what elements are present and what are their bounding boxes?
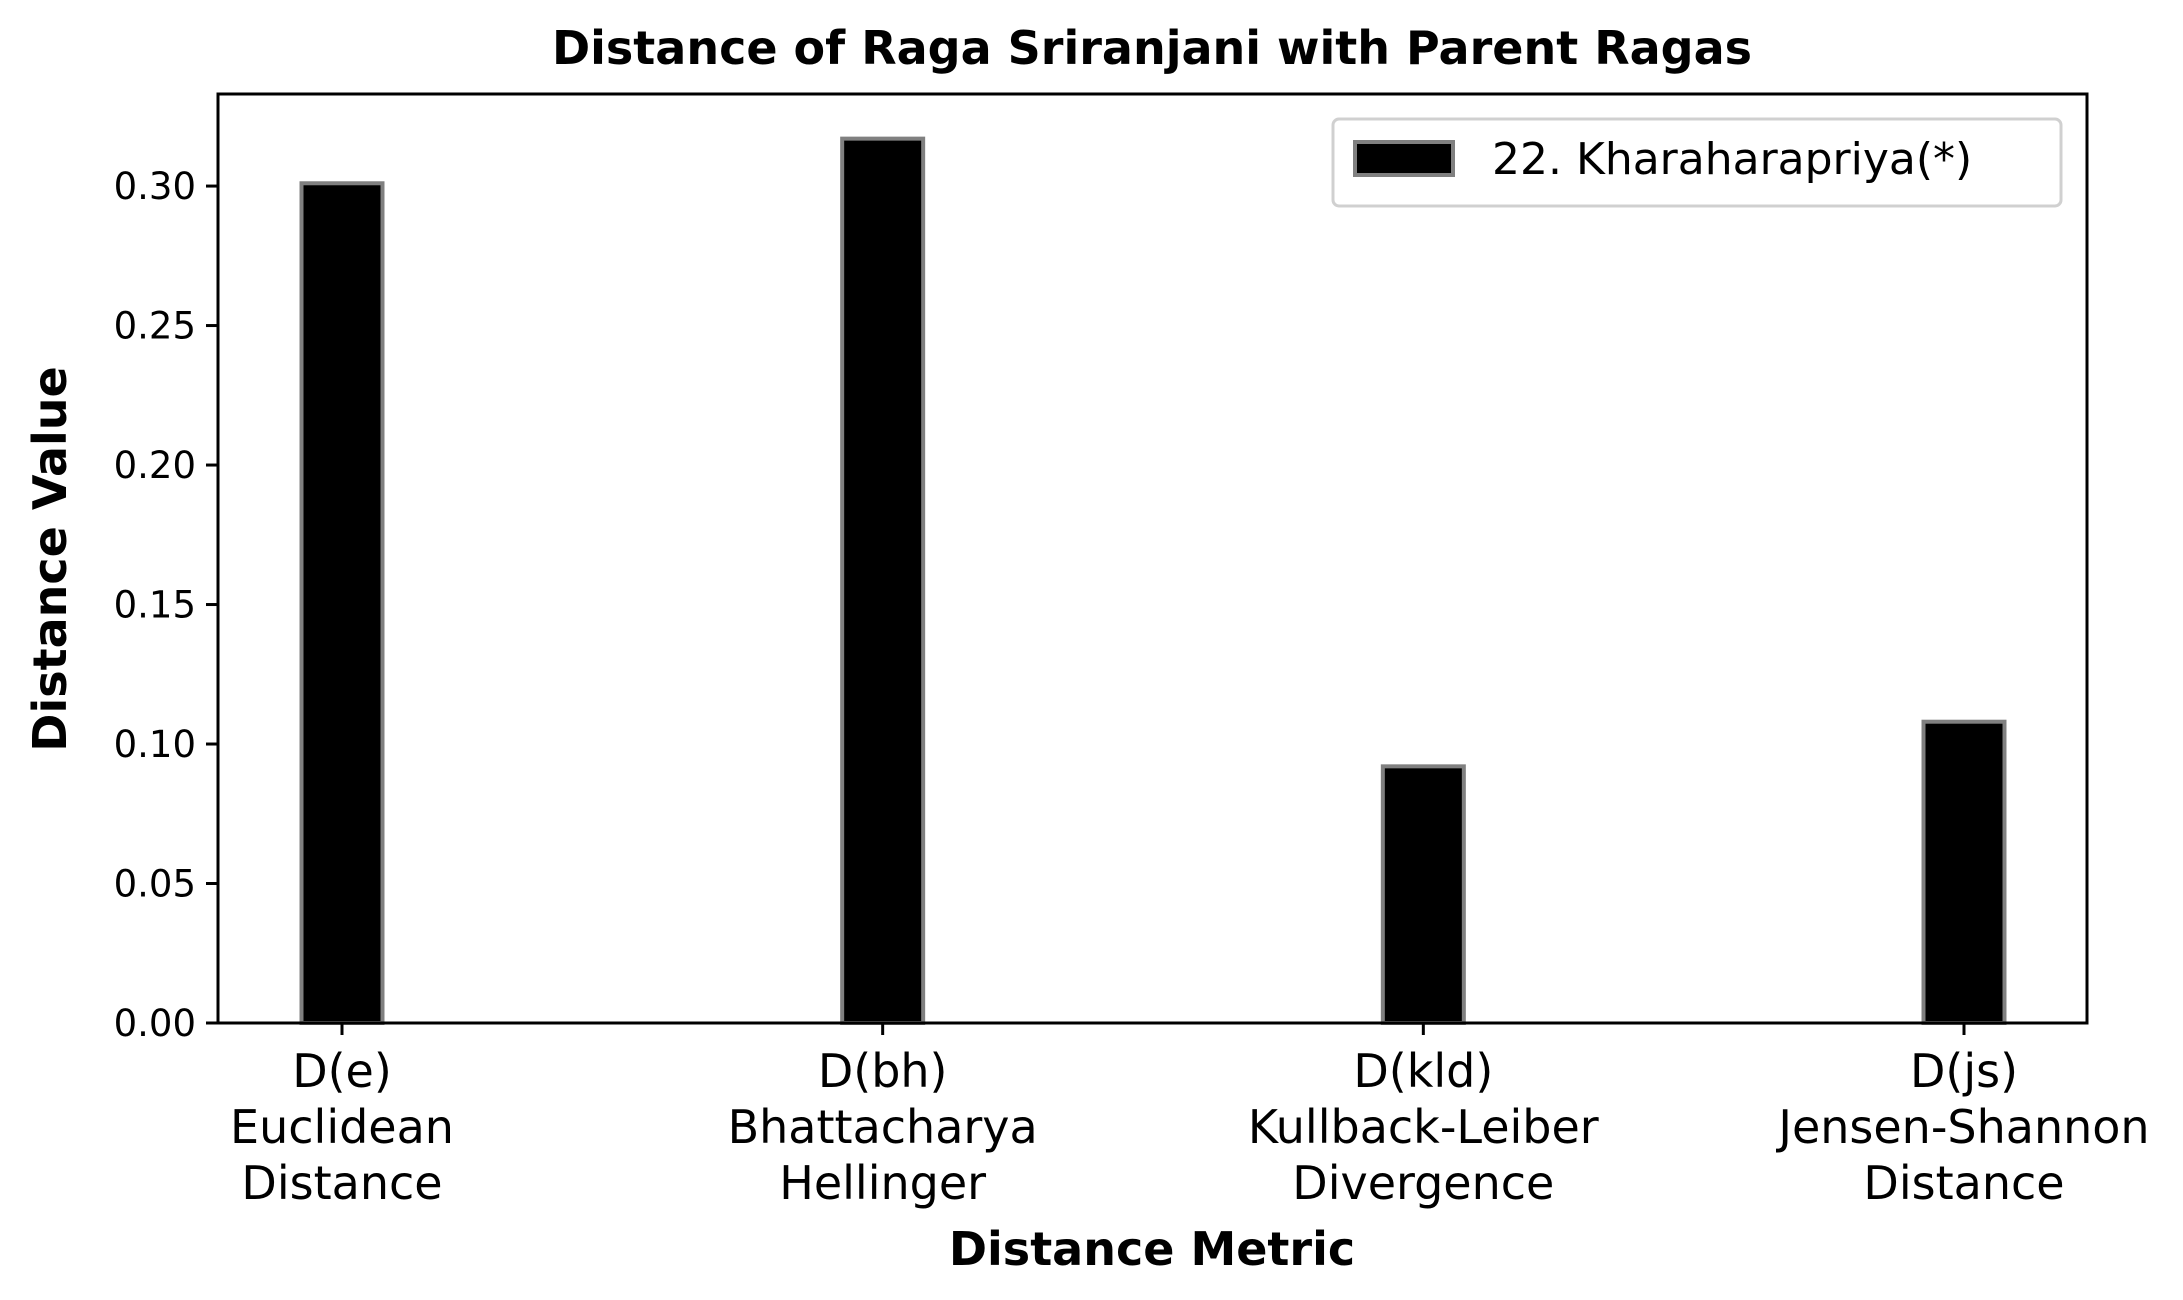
y-tick-label: 0.25 [114,305,196,348]
y-tick-label: 0.10 [114,723,196,766]
y-tick-label: 0.30 [114,165,196,208]
y-tick-label: 0.00 [114,1002,196,1045]
x-tick-label: D(bh) [818,1044,948,1098]
bar-d-bh [840,136,926,1025]
x-tick-label: Jensen-Shannon [1775,1100,2149,1154]
bar-d-e [299,181,385,1026]
x-tick-label: Distance [241,1156,442,1210]
y-tick-label: 0.05 [114,863,196,906]
legend-frame [1331,117,2063,208]
x-axis-label: Distance Metric [949,1222,1355,1276]
plot-area: 0.00 0.05 0.10 0.15 0.20 0.25 0.30 D(e)Euclidea… [114,92,2150,1210]
y-tick-label: 0.15 [114,584,196,627]
y-tick-label: 0.20 [114,444,196,487]
x-tick-label: Distance [1863,1156,2064,1210]
legend-label: 22. Kharaharapriya(*) [1492,134,1972,185]
bar-d-kld [1380,764,1466,1026]
x-tick-label: Euclidean [230,1100,454,1154]
y-axis-label: Distance Value [23,366,77,751]
chart-title: Distance of Raga Sriranjani with Parent … [552,21,1752,75]
x-tick-label: Kullback-Leiber [1248,1100,1599,1154]
x-tick-label: D(e) [292,1044,392,1098]
plot-frame [216,92,2089,1025]
legend-swatch [1353,140,1455,177]
x-tick-label: Divergence [1292,1156,1554,1210]
x-tick-label: D(js) [1910,1044,2018,1098]
x-tick-label: D(kld) [1353,1044,1493,1098]
legend: 22. Kharaharapriya(*) [1331,117,2063,208]
bar-d-js [1921,719,2007,1025]
x-tick-label: Bhattacharya [728,1100,1038,1154]
x-tick-label: Hellinger [779,1156,986,1210]
